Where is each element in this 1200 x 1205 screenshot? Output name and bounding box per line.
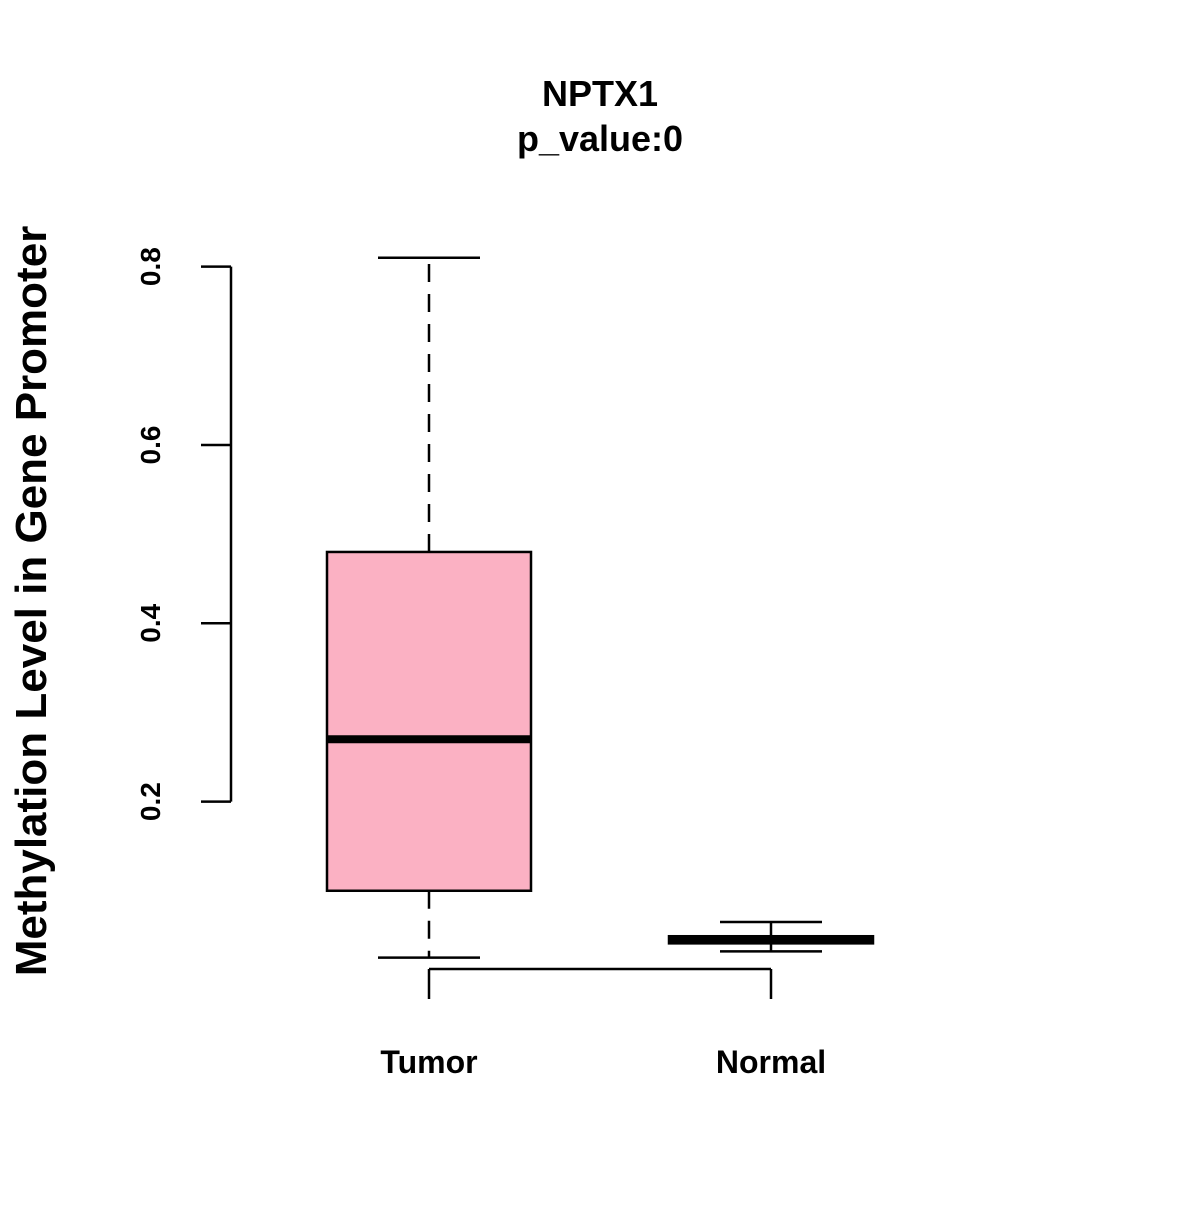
y-tick-label: 0.6 [135,426,166,465]
x-tick-label-normal: Normal [716,1044,826,1080]
boxes-layer [325,256,875,959]
chart-subtitle: p_value:0 [517,118,683,159]
y-tick-label: 0.8 [135,247,166,286]
x-axis: Tumor Normal [380,967,826,1080]
y-tick-label: 0.2 [135,782,166,821]
y-tick-label: 0.4 [135,603,166,642]
iqr-box [325,550,533,893]
y-axis: 0.2 0.4 0.6 0.8 [135,247,233,821]
chart-title: NPTX1 [542,73,658,114]
box-normal [667,920,875,953]
y-axis-label: Methylation Level in Gene Promoter [7,226,56,977]
x-tick-label-tumor: Tumor [380,1044,477,1080]
box-tumor [325,256,533,959]
